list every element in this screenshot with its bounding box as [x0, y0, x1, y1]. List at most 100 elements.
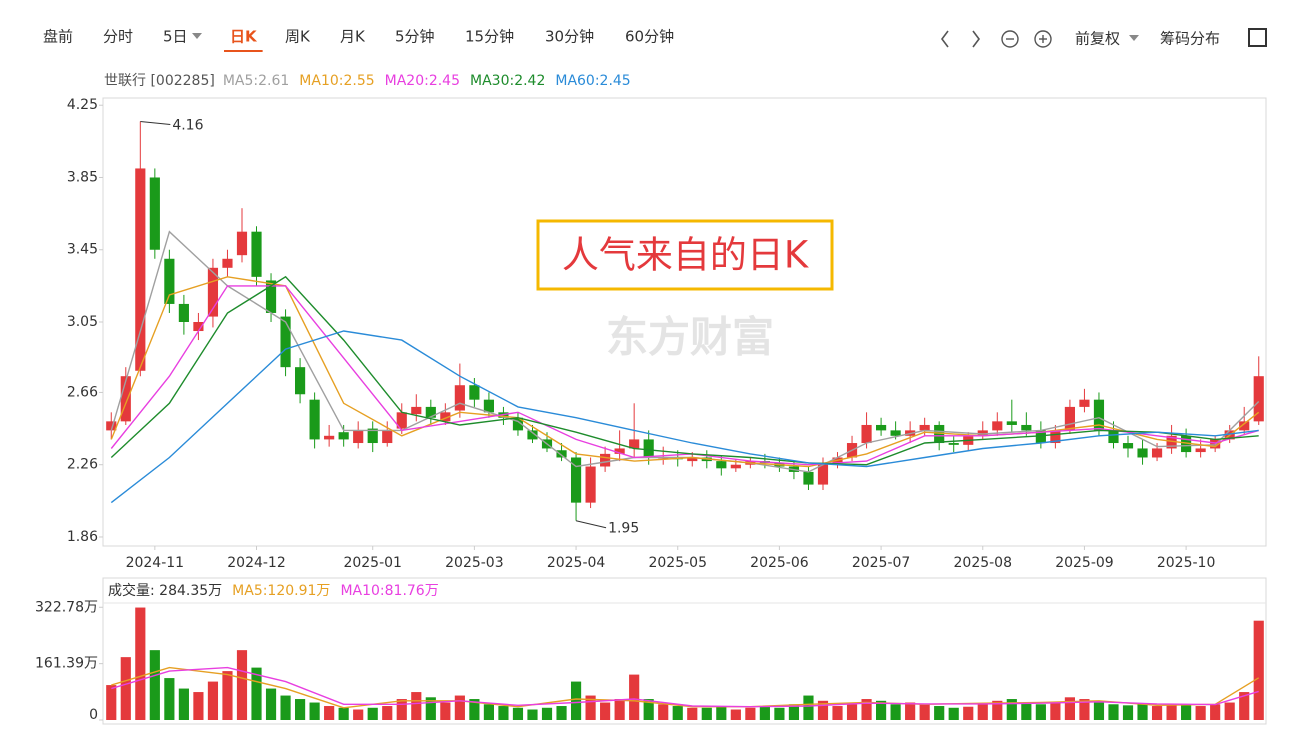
candle-body [338, 432, 349, 440]
volume-bar [149, 650, 160, 720]
volume-bar [585, 695, 596, 720]
volume-bar [1210, 704, 1221, 720]
volume-bar [1021, 702, 1032, 720]
volume-bar [382, 706, 393, 720]
candle-body [1151, 448, 1163, 458]
volume-bar [178, 688, 189, 720]
volume-bar [905, 702, 916, 720]
volume-bar [1137, 704, 1148, 720]
fullscreen-button[interactable] [1248, 28, 1267, 47]
tab[interactable]: 5日 [163, 28, 188, 46]
volume-bar [774, 707, 785, 720]
volume-bar [440, 702, 451, 720]
volume-bar [672, 706, 683, 720]
tab[interactable]: 盘前 [43, 28, 73, 46]
candle-body [1181, 435, 1192, 453]
volume-bar [687, 707, 698, 720]
volume-bar [716, 706, 727, 720]
volume-bar [367, 707, 378, 720]
tab[interactable]: 60分钟 [625, 28, 674, 46]
callout-box [536, 219, 834, 291]
candle-body [120, 376, 131, 422]
zoom-out-button[interactable] [1001, 30, 1019, 48]
tab[interactable]: 30分钟 [545, 28, 594, 46]
x-tick-label: 2025-06 [750, 555, 809, 571]
volume-bar [919, 704, 930, 720]
candle-body [440, 412, 451, 422]
ma-legend: MA5:2.61 [223, 73, 289, 89]
adjust-menu[interactable]: 前复权 [1075, 30, 1120, 48]
ma-legend: MA20:2.45 [385, 73, 460, 89]
volume-bar [1006, 699, 1017, 720]
candle-body [1035, 430, 1046, 444]
candle-body [280, 316, 291, 368]
volume-bar [425, 697, 436, 720]
candle-body [251, 231, 262, 277]
chip-distribution[interactable]: 筹码分布 [1160, 30, 1220, 48]
volume-bar [730, 709, 741, 720]
candle-body [1239, 421, 1250, 431]
tab[interactable]: 周K [285, 28, 311, 46]
candle-body [367, 428, 378, 444]
candle-body [265, 280, 277, 313]
y-tick-label: 161.39万 [35, 656, 98, 672]
watermark: 东方财富 [606, 313, 774, 362]
volume-bar [164, 678, 175, 720]
volume-bar [600, 702, 611, 720]
high-annotation: 4.16 [172, 117, 203, 133]
volume-bar [135, 607, 146, 720]
candle-body [643, 439, 654, 458]
volume-bar [992, 700, 1003, 720]
volume-bar [193, 692, 204, 720]
stock-title: 世联行 [002285] [104, 73, 215, 89]
volume-bar [309, 702, 320, 720]
next-button[interactable] [972, 30, 980, 48]
candle-body [309, 399, 320, 440]
candle-body [1137, 448, 1148, 458]
candle-body [1006, 421, 1017, 425]
zoom-in-button[interactable] [1034, 30, 1052, 48]
volume-bar [512, 707, 524, 720]
candle-body [454, 385, 465, 411]
tab[interactable]: 月K [340, 28, 366, 46]
candle-body [1122, 443, 1134, 449]
volume-bar [106, 685, 117, 720]
volume-bar [469, 699, 480, 720]
candle-body [629, 439, 640, 449]
candle-body [1050, 430, 1061, 444]
candle-body [178, 303, 189, 322]
vol-ma-legend: MA10:81.76万 [340, 583, 438, 599]
candle-body [382, 430, 393, 444]
candle-body [948, 443, 959, 445]
candle-body [149, 177, 160, 250]
volume-bar [1239, 692, 1250, 720]
candle-body [876, 424, 887, 431]
candle-body [295, 367, 306, 395]
callout-text: 人气来自的日K [562, 234, 810, 277]
candle-body [730, 464, 741, 469]
volume-bar [295, 699, 306, 720]
candle-body [1166, 435, 1177, 449]
volume-bar [759, 706, 770, 720]
volume-bar [454, 695, 465, 720]
tab[interactable]: 15分钟 [465, 28, 514, 46]
volume-bar [556, 706, 567, 720]
volume-frame [102, 577, 1267, 725]
prev-button[interactable] [941, 30, 949, 48]
dropdown-arrow [192, 33, 202, 39]
candle-body [600, 453, 611, 467]
tab[interactable]: 5分钟 [395, 28, 435, 46]
low-annotation: 1.95 [608, 521, 639, 537]
candle-body [1021, 424, 1032, 431]
volume-bar [1093, 702, 1105, 720]
tab[interactable]: 分时 [103, 28, 133, 46]
volume-bar [701, 707, 712, 720]
x-tick-label: 2025-10 [1157, 555, 1216, 571]
tab[interactable]: 日K [230, 28, 258, 46]
ma-legend: MA30:2.42 [470, 73, 545, 89]
candle-body [716, 461, 727, 469]
candle-body [803, 471, 814, 485]
